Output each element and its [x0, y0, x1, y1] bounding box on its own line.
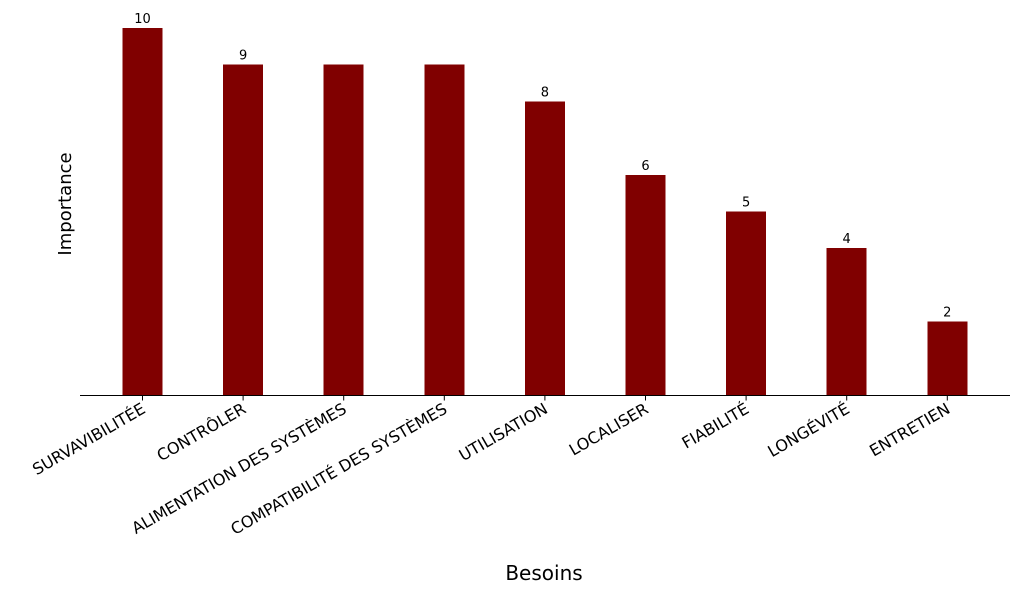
- x-tick-label: LOCALISER: [566, 399, 652, 459]
- data-label: 4: [843, 232, 851, 247]
- bar: [122, 28, 163, 395]
- x-ticks-group: [142, 395, 948, 401]
- bar: [826, 248, 867, 395]
- x-tick-label: ENTRETIEN: [866, 399, 953, 460]
- bar: [323, 64, 364, 395]
- data-label: 5: [742, 196, 750, 211]
- x-tick-label: LONGÉVITÉ: [764, 399, 852, 461]
- data-label: 2: [943, 306, 951, 321]
- bar: [726, 211, 767, 395]
- bar: [223, 64, 264, 395]
- data-label: 10: [134, 12, 151, 27]
- y-axis-title: Importance: [55, 152, 76, 255]
- data-label: 9: [239, 49, 247, 64]
- bar: [524, 101, 565, 396]
- x-tick-label: SURVAVIBILITÉE: [29, 399, 148, 479]
- bar: [625, 174, 666, 395]
- data-labels-group: 10 9 8 6 5 4 2: [134, 12, 951, 321]
- x-tick-label: FIABILITÉ: [678, 399, 752, 452]
- bars-group: [122, 28, 968, 396]
- bar: [424, 64, 465, 395]
- bar: [927, 321, 968, 395]
- x-tick-label: CONTRÔLER: [154, 399, 250, 465]
- data-label: 6: [641, 159, 649, 174]
- data-label: 8: [541, 85, 549, 100]
- x-tick-label: UTILISATION: [456, 399, 551, 465]
- x-axis-title: Besoins: [505, 561, 582, 585]
